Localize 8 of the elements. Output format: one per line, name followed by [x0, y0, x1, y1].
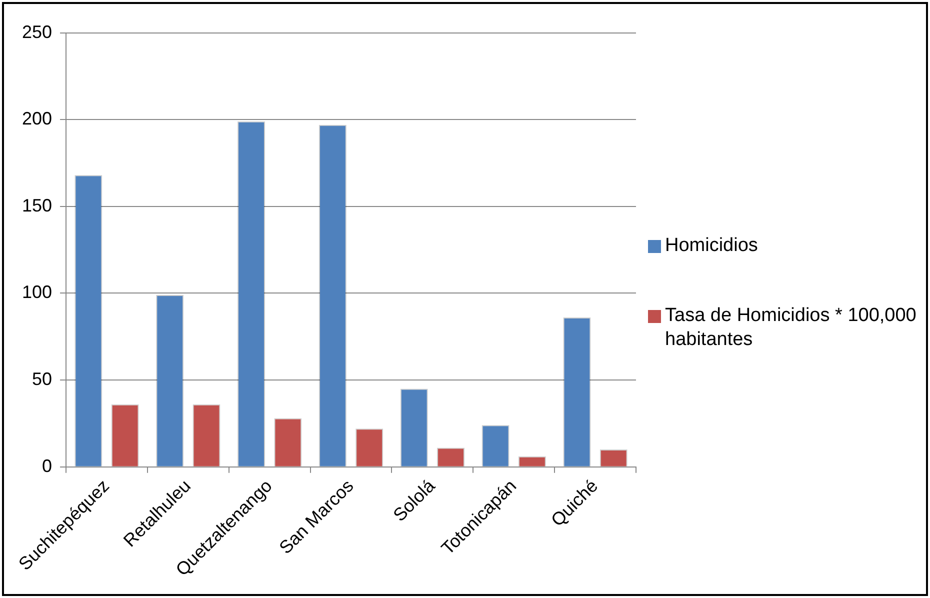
legend-label: Homicidios: [665, 234, 758, 258]
y-tick-label: 150: [22, 195, 52, 216]
y-tick-label: 200: [22, 108, 52, 129]
y-tick-label: 0: [42, 456, 52, 476]
y-tick-label: 250: [22, 22, 52, 42]
y-tick-label: 50: [32, 369, 52, 390]
legend-label: Tasa de Homicidios * 100,000 habitantes: [665, 304, 918, 352]
y-tick-label: 100: [22, 282, 52, 302]
